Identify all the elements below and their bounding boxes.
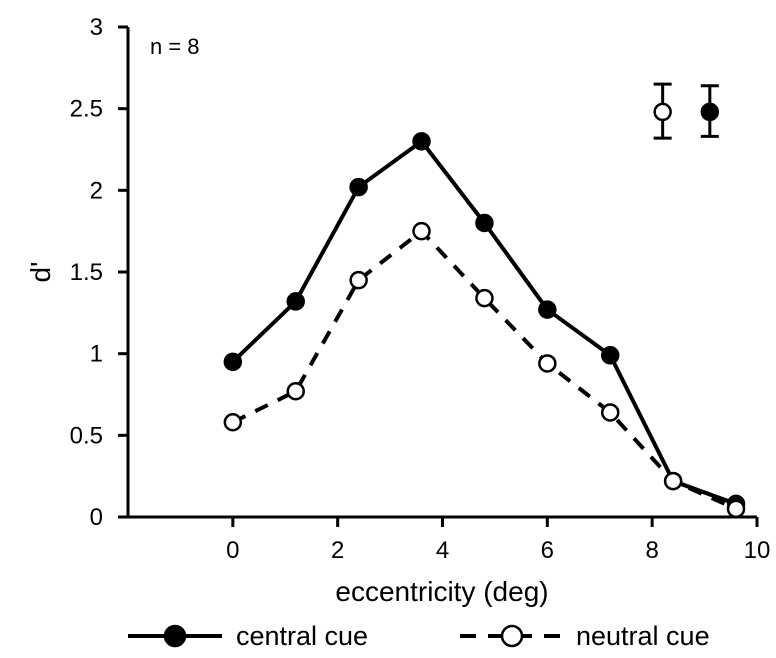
- series-layer: [223, 132, 746, 519]
- sample-size-annotation: n = 8: [150, 34, 200, 59]
- x-tick-label: 10: [744, 537, 771, 564]
- error-bar-marker: [700, 102, 720, 122]
- legend: central cue neutral cue: [128, 621, 710, 651]
- legend-neutral-label: neutral cue: [576, 621, 710, 651]
- data-point: [412, 221, 431, 241]
- legend-neutral-marker: [500, 624, 524, 648]
- legend-central-marker: [163, 624, 187, 648]
- error-bar-neutral-cue: [653, 82, 672, 140]
- x-tick-label: 0: [226, 537, 239, 564]
- y-tick-label: 2.5: [70, 96, 103, 123]
- series-neutral-cue: [223, 221, 746, 519]
- series-central-cue: [223, 132, 746, 514]
- series-line: [231, 229, 737, 511]
- x-tick-label: 4: [436, 537, 449, 564]
- x-tick-label: 6: [541, 537, 554, 564]
- y-tick-label: 3: [90, 14, 103, 41]
- x-axis-label: eccentricity (deg): [335, 576, 548, 607]
- x-tick-label: 8: [645, 537, 658, 564]
- y-ticks: 0 0.5 1 1.5 2 2.5 3: [70, 14, 128, 531]
- data-point: [349, 270, 368, 290]
- x-ticks: 0 2 4 6 8 10: [226, 517, 770, 564]
- y-axis-label: d': [25, 262, 56, 283]
- legend-item-neutral-cue: neutral cue: [460, 621, 710, 651]
- y-tick-label: 0: [90, 504, 103, 531]
- data-point: [349, 177, 368, 197]
- y-axis: 0 0.5 1 1.5 2 2.5 3: [70, 14, 130, 531]
- data-point: [286, 292, 305, 311]
- data-point: [663, 471, 683, 491]
- series-line: [231, 139, 737, 506]
- y-tick-label: 1.5: [70, 259, 103, 286]
- y-tick-label: 2: [90, 177, 103, 204]
- data-point: [286, 381, 305, 401]
- data-point: [600, 403, 620, 422]
- data-point: [223, 352, 243, 372]
- error-bar-central-cue: [700, 84, 720, 138]
- data-point: [475, 213, 494, 233]
- data-point: [412, 132, 431, 151]
- data-point: [726, 499, 746, 519]
- error-bar-marker: [653, 102, 672, 122]
- data-point: [538, 354, 557, 373]
- x-axis: 0 2 4 6 8 10: [128, 515, 770, 564]
- y-tick-label: 1: [90, 341, 103, 368]
- x-tick-label: 2: [331, 537, 344, 564]
- legend-central-label: central cue: [236, 621, 368, 651]
- data-point: [538, 300, 557, 319]
- data-point: [223, 413, 243, 432]
- legend-item-central-cue: central cue: [128, 621, 368, 651]
- y-tick-label: 0.5: [70, 422, 103, 449]
- data-point: [600, 346, 620, 365]
- data-point: [475, 288, 494, 308]
- error-bar-layer: [653, 82, 720, 140]
